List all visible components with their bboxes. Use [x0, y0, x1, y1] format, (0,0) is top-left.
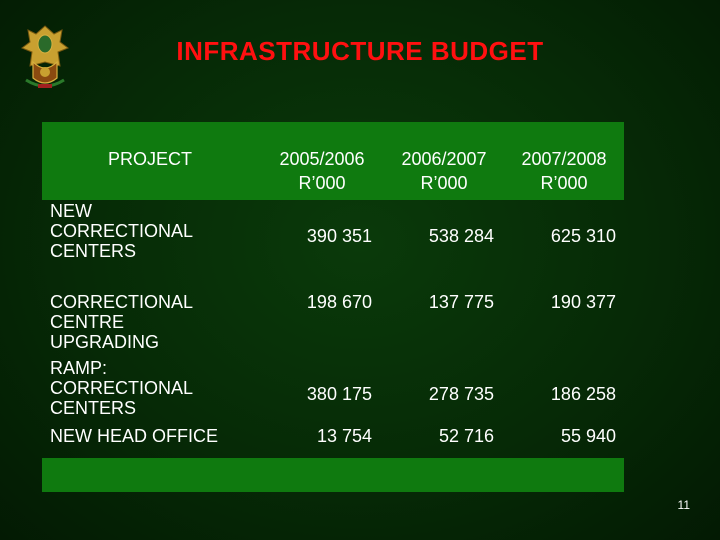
header-project: PROJECT	[107, 149, 192, 169]
header-band	[42, 122, 624, 200]
page-title: INFRASTRUCTURE BUDGET	[176, 36, 544, 66]
table-cell: 55 940	[560, 426, 616, 446]
table-cell: 625 310	[550, 226, 616, 246]
table-cell: 538 284	[428, 226, 494, 246]
table-cell: 198 670	[306, 292, 372, 312]
row-label-ramp-correctional-centers: RAMP: CORRECTIONAL CENTERS	[50, 358, 193, 418]
header-year-2005: 2005/2006 R’000	[262, 147, 382, 195]
table-cell: 137 775	[428, 292, 494, 312]
table-cell: 186 258	[550, 384, 616, 404]
header-year-2006: 2006/2007 R’000	[384, 147, 504, 195]
coat-of-arms-icon	[20, 25, 70, 88]
header-year-unit: R’000	[420, 173, 468, 193]
footer-band	[42, 458, 624, 492]
header-year-label: 2006/2007	[401, 149, 487, 169]
header-year-unit: R’000	[540, 173, 588, 193]
table-cell: 52 716	[438, 426, 494, 446]
row-label-correctional-centre-upgrading: CORRECTIONAL CENTRE UPGRADING	[50, 292, 193, 352]
table-cell: 13 754	[316, 426, 372, 446]
row-label-new-correctional-centers: NEW CORRECTIONAL CENTERS	[50, 201, 193, 261]
page-number: 11	[677, 498, 690, 512]
header-year-unit: R’000	[298, 173, 346, 193]
table-cell: 380 175	[306, 384, 372, 404]
table-cell: 390 351	[306, 226, 372, 246]
table-cell: 190 377	[550, 292, 616, 312]
header-year-label: 2005/2006	[279, 149, 365, 169]
row-label-new-head-office: NEW HEAD OFFICE	[50, 426, 219, 446]
header-year-label: 2007/2008	[521, 149, 607, 169]
table-cell: 278 735	[428, 384, 494, 404]
header-year-2007: 2007/2008 R’000	[504, 147, 624, 195]
